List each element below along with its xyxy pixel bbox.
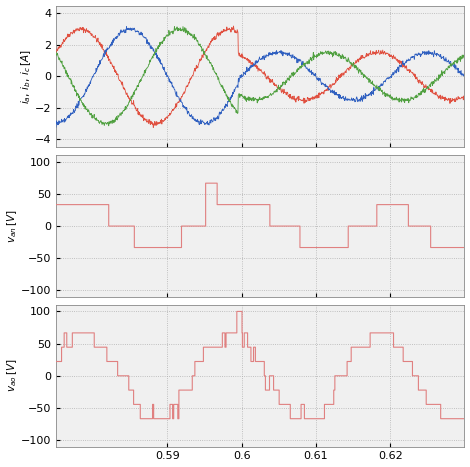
Y-axis label: $v_{an}\, [V]$: $v_{an}\, [V]$ (6, 209, 19, 243)
Y-axis label: $v_{ao}\, [V]$: $v_{ao}\, [V]$ (6, 359, 19, 392)
Y-axis label: $i_{a},\, i_{b},\, i_{c}\, [A]$: $i_{a},\, i_{b},\, i_{c}\, [A]$ (19, 49, 33, 104)
